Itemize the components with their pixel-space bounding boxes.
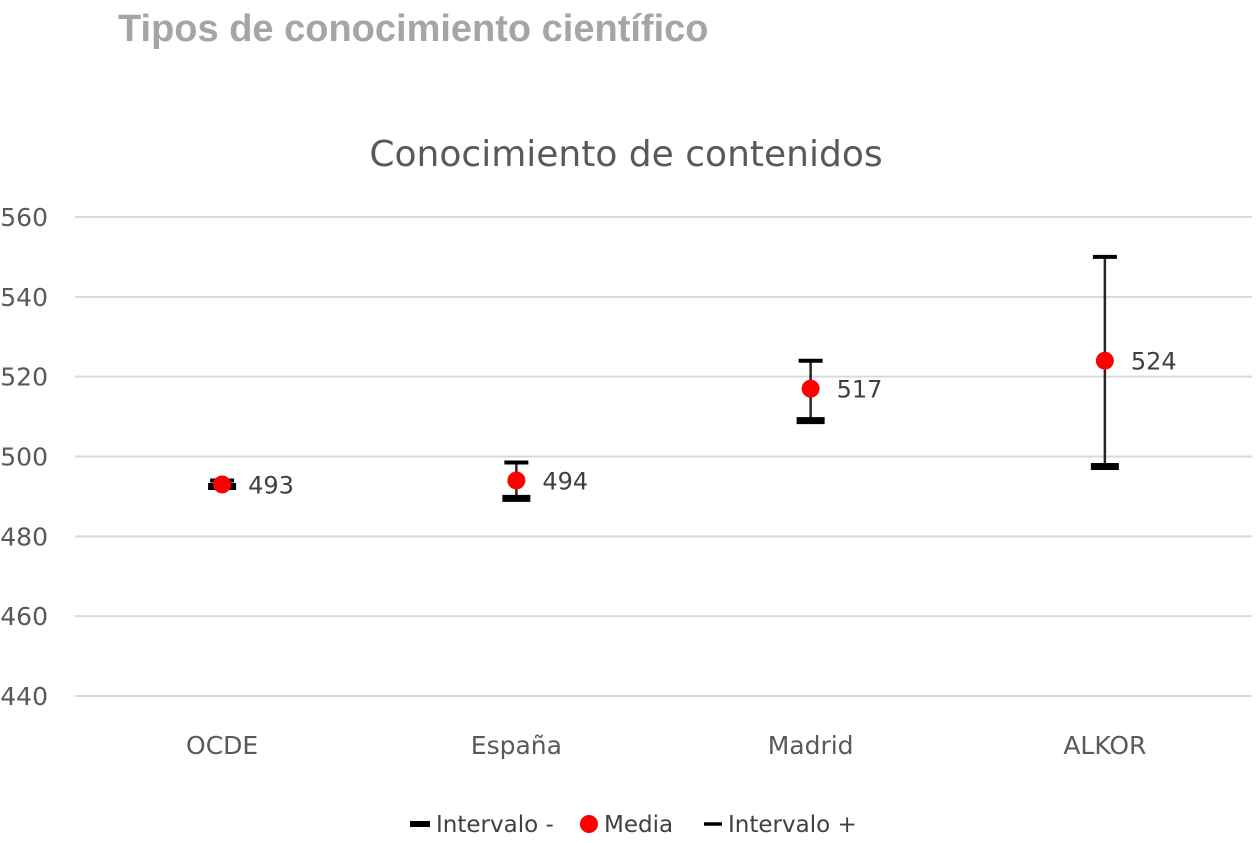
chart-title: Conocimiento de contenidos xyxy=(369,134,882,175)
legend-label: Intervalo - xyxy=(436,812,554,838)
data-label: 517 xyxy=(837,376,883,404)
marker-media xyxy=(1095,351,1114,370)
marker-media xyxy=(507,471,526,490)
marker-media xyxy=(801,379,820,398)
gridlines xyxy=(75,216,1252,697)
y-axis-ticks: 440 460 480 500 520 540 560 xyxy=(0,203,48,711)
data-label: 493 xyxy=(248,471,294,499)
x-tick-label: Madrid xyxy=(768,731,854,760)
y-tick-label: 560 xyxy=(0,203,48,232)
x-axis-ticks: OCDE España Madrid ALKOR xyxy=(186,731,1146,760)
data-label: 494 xyxy=(542,467,588,495)
y-tick-label: 440 xyxy=(0,682,48,711)
chart-marks: 493 494 517 524 xyxy=(208,254,1177,502)
marker-media xyxy=(213,475,232,494)
y-tick-label: 480 xyxy=(0,522,48,551)
y-tick-label: 520 xyxy=(0,363,48,392)
x-tick-label: ALKOR xyxy=(1063,731,1146,760)
legend-label: Intervalo + xyxy=(728,812,857,838)
x-tick-label: España xyxy=(471,731,562,760)
legend-label: Media xyxy=(604,812,673,838)
y-tick-label: 540 xyxy=(0,283,48,312)
legend: Intervalo - Media Intervalo + xyxy=(410,812,857,838)
y-tick-label: 500 xyxy=(0,443,48,472)
y-tick-label: 460 xyxy=(0,602,48,631)
page-title: Tipos de conocimiento científico xyxy=(118,8,709,50)
legend-key xyxy=(580,815,598,833)
x-tick-label: OCDE xyxy=(186,731,258,760)
data-label: 524 xyxy=(1131,348,1177,376)
